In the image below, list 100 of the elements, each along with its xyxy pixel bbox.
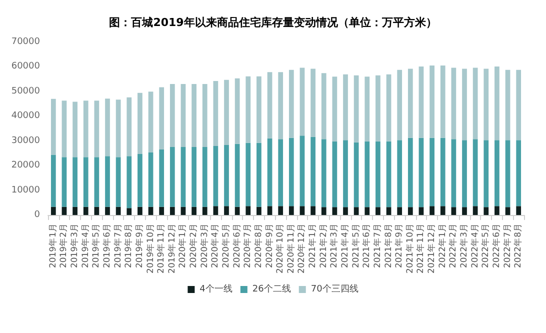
x-tick-label: 2021年10月 xyxy=(404,223,416,274)
x-tick-label: 2020年2月 xyxy=(188,223,200,268)
bar xyxy=(484,140,489,208)
bar xyxy=(408,68,413,138)
bar xyxy=(310,68,316,137)
bar xyxy=(462,140,467,208)
bar xyxy=(83,100,88,158)
bar xyxy=(418,207,424,215)
bar xyxy=(376,75,380,142)
x-tick-label: 2021年7月 xyxy=(372,223,383,268)
bar xyxy=(408,138,413,208)
bar xyxy=(430,65,434,138)
x-tick-label: 2019年6月 xyxy=(102,223,112,268)
bar xyxy=(376,207,380,215)
x-tick-label: 2020年6月 xyxy=(231,223,242,268)
bar xyxy=(364,207,370,215)
bar xyxy=(354,75,359,142)
bar xyxy=(288,138,294,206)
x-tick-label: 2021年4月 xyxy=(340,223,350,268)
bar xyxy=(180,147,186,207)
bar xyxy=(192,147,196,207)
bar xyxy=(310,206,316,215)
x-tick-label: 2019年7月 xyxy=(112,223,124,268)
legend-label: 26个二线 xyxy=(252,284,291,294)
bar xyxy=(484,68,489,140)
x-tick-label: 2020年4月 xyxy=(210,223,221,268)
bar xyxy=(288,206,294,215)
bar xyxy=(62,157,67,207)
y-tick-label: 10000 xyxy=(11,185,40,196)
bar xyxy=(472,139,478,206)
bar xyxy=(256,206,262,215)
bar xyxy=(105,156,110,207)
x-tick-label: 2020年10月 xyxy=(274,223,286,274)
bar xyxy=(159,206,164,215)
bar xyxy=(516,206,522,215)
bar xyxy=(505,207,510,215)
legend-label: 4个一线 xyxy=(200,284,232,294)
bar xyxy=(126,208,132,215)
bar xyxy=(300,136,305,206)
bar xyxy=(138,92,142,154)
x-tick-label: 2021年1月 xyxy=(307,223,318,268)
bar xyxy=(386,74,392,142)
bar xyxy=(310,136,316,206)
bar xyxy=(94,206,100,215)
x-tick-label: 2020年8月 xyxy=(252,223,264,268)
bar xyxy=(397,140,402,208)
bar xyxy=(105,98,110,156)
bar xyxy=(300,206,305,215)
x-tick-label: 2019年4月 xyxy=(80,223,91,268)
bar xyxy=(397,207,402,215)
legend-label: 70个三四线 xyxy=(310,284,358,294)
bar xyxy=(202,206,208,215)
bar xyxy=(148,152,154,207)
bar xyxy=(116,100,121,158)
bar xyxy=(278,206,284,215)
x-tick-label: 2022年7月 xyxy=(502,223,513,268)
bar xyxy=(440,206,446,215)
x-tick-label: 2022年8月 xyxy=(512,223,524,268)
bar xyxy=(256,142,262,207)
bar xyxy=(472,68,478,140)
bar xyxy=(170,147,175,207)
bar xyxy=(72,206,78,215)
chart-title: 图：百城2019年以来商品住宅库存量变动情况（单位：万平方米） xyxy=(109,16,437,29)
bar xyxy=(494,66,500,140)
bar xyxy=(386,207,392,215)
bar xyxy=(202,147,208,207)
y-tick-label: 60000 xyxy=(11,62,40,72)
bar xyxy=(192,84,196,148)
y-tick-label: 0 xyxy=(34,210,40,220)
bar xyxy=(440,65,446,138)
x-tick-label: 2022年2月 xyxy=(448,223,459,268)
bar xyxy=(386,141,392,208)
x-tick-label: 2021年5月 xyxy=(350,223,362,268)
bar xyxy=(62,100,67,158)
x-tick-label: 2019年3月 xyxy=(69,223,80,268)
bar xyxy=(138,154,142,207)
bar xyxy=(83,206,88,215)
bar xyxy=(484,207,489,215)
x-tick-label: 2020年1月 xyxy=(177,223,188,268)
y-tick-label: 70000 xyxy=(11,37,40,47)
bar xyxy=(321,139,326,208)
y-tick-label: 30000 xyxy=(11,136,40,146)
y-tick-label: 40000 xyxy=(11,111,40,122)
bar xyxy=(332,207,338,215)
x-tick-label: 2020年9月 xyxy=(264,223,275,268)
bar xyxy=(462,207,467,215)
bar xyxy=(94,157,100,207)
x-tick-label: 2019年2月 xyxy=(58,223,70,268)
bar xyxy=(516,140,522,206)
bar xyxy=(213,146,218,206)
x-tick-label: 2019年11月 xyxy=(156,223,167,274)
bar xyxy=(234,206,240,215)
bar xyxy=(451,139,456,208)
bar xyxy=(159,150,164,207)
bar xyxy=(408,207,413,215)
bar xyxy=(505,70,510,140)
bar xyxy=(364,76,370,142)
bar xyxy=(148,206,154,215)
bar xyxy=(440,138,446,206)
bar xyxy=(138,206,142,215)
